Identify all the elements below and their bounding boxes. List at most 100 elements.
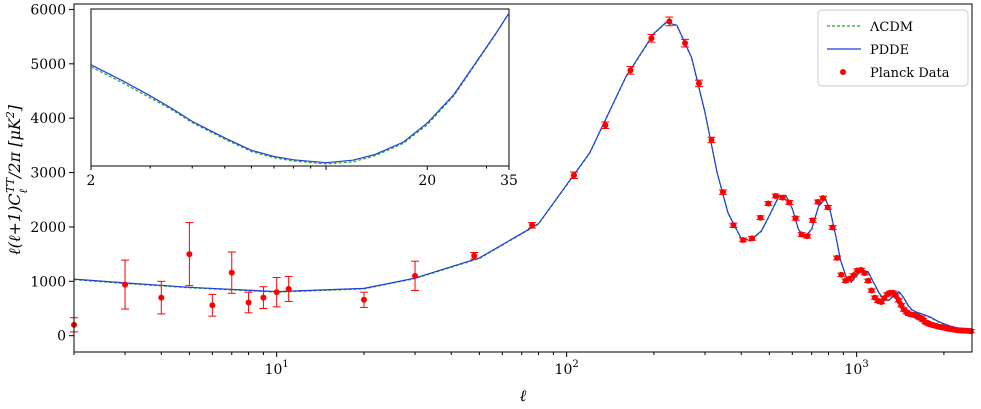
data-point: [828, 224, 837, 231]
data-marker: [471, 252, 478, 259]
data-point: [764, 200, 773, 207]
data-marker: [285, 285, 292, 292]
plot-frame: [73, 3, 973, 353]
data-point: [359, 291, 368, 308]
inset-line-lcdm: [90, 12, 510, 165]
legend-label: PDDE: [870, 43, 909, 58]
legend-label: ΛCDM: [869, 20, 913, 35]
data-marker: [865, 277, 872, 284]
data-marker: [360, 296, 367, 303]
main-series-lines: [73, 21, 973, 332]
y-axis-label: ℓ(ℓ+1)CℓTT/2π [μK2]: [4, 104, 30, 255]
data-marker: [824, 204, 831, 211]
data-point: [837, 271, 846, 278]
data-marker: [820, 195, 827, 202]
data-marker: [273, 289, 280, 296]
x-axis-ticks: 101 102 103: [73, 352, 945, 378]
data-marker: [529, 222, 536, 229]
inset-frame: [90, 8, 510, 167]
data-point: [891, 292, 900, 299]
data-point: [897, 302, 906, 309]
data-point: [729, 222, 738, 229]
y-tick-label: 5000: [30, 57, 66, 73]
data-point: [157, 280, 166, 315]
data-marker: [757, 214, 764, 221]
data-point: [819, 195, 828, 202]
data-point: [894, 297, 903, 304]
y-tick-label: 4000: [30, 111, 66, 127]
data-marker: [861, 270, 868, 277]
inset-x-tick-label: 20: [418, 173, 436, 189]
legend-label: Planck Data: [870, 66, 950, 81]
data-point: [797, 231, 806, 238]
data-marker: [158, 294, 165, 301]
data-marker: [260, 294, 267, 301]
data-point: [718, 189, 727, 196]
data-marker: [838, 271, 845, 278]
data-marker: [695, 80, 702, 87]
data-point: [778, 194, 787, 201]
data-point: [470, 251, 479, 260]
data-marker: [798, 231, 805, 238]
data-point: [272, 277, 281, 308]
data-point: [966, 328, 975, 335]
data-point: [707, 136, 716, 144]
data-marker: [627, 67, 634, 74]
data-marker: [412, 272, 419, 279]
data-marker: [730, 222, 737, 229]
inset-series-lines: [90, 12, 510, 165]
data-marker: [682, 40, 689, 47]
data-marker: [209, 302, 216, 309]
y-axis-ticks: 0 1000 2000 3000 4000 5000 6000: [30, 2, 74, 345]
data-point: [833, 254, 842, 261]
data-point: [647, 33, 656, 43]
data-point: [121, 259, 130, 310]
data-marker: [892, 292, 899, 299]
data-marker: [570, 172, 577, 179]
data-marker: [967, 328, 974, 335]
data-marker: [708, 136, 715, 143]
data-marker: [804, 233, 811, 240]
data-marker: [779, 194, 786, 201]
inset-x-tick-label: 2: [87, 173, 96, 189]
data-marker: [868, 287, 875, 294]
data-point: [411, 260, 420, 292]
data-marker: [602, 122, 609, 129]
x-axis-label: ℓ: [520, 386, 527, 405]
series-line-pdde: [73, 21, 973, 331]
inset-line-pdde: [90, 12, 510, 164]
inset-x-ticks: 2 20 35: [87, 166, 518, 189]
data-marker: [898, 302, 905, 309]
data-point: [860, 270, 869, 277]
data-point: [227, 251, 236, 294]
data-point: [748, 235, 757, 242]
data-point: [694, 79, 703, 88]
data-point: [259, 286, 268, 309]
planck-data-points: [70, 16, 975, 335]
data-marker: [719, 189, 726, 196]
data-point: [785, 199, 794, 206]
data-marker: [895, 297, 902, 304]
y-tick-label: 0: [57, 329, 66, 345]
data-marker: [245, 299, 252, 306]
legend-marker-planck: [840, 69, 846, 75]
data-marker: [666, 18, 673, 25]
data-point: [284, 275, 293, 302]
data-point: [528, 222, 537, 229]
data-marker: [749, 235, 756, 242]
data-point: [665, 16, 674, 27]
data-marker: [786, 199, 793, 206]
data-point: [867, 287, 876, 294]
data-point: [849, 272, 858, 279]
y-tick-label: 2000: [30, 220, 66, 236]
data-marker: [740, 236, 747, 243]
data-marker: [186, 251, 193, 258]
data-marker: [228, 269, 235, 276]
data-marker: [850, 272, 857, 279]
x-tick-label: 101: [265, 359, 289, 378]
y-tick-label: 3000: [30, 166, 66, 182]
data-point: [185, 222, 194, 287]
inset-x-tick-label: 35: [500, 173, 518, 189]
data-point: [626, 66, 635, 75]
